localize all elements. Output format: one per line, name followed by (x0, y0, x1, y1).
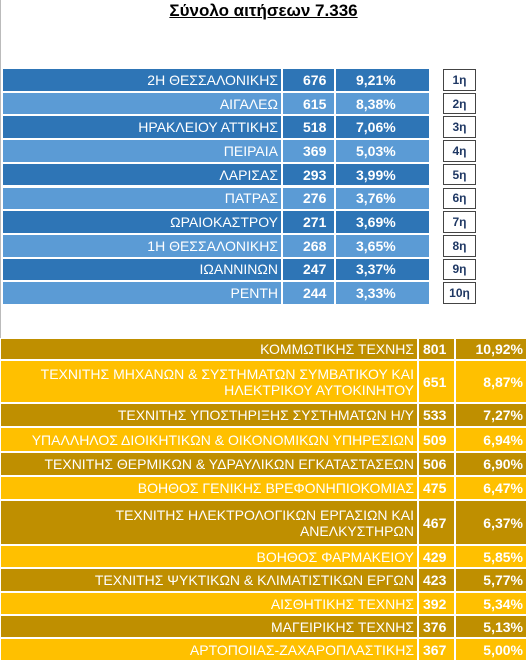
edge (0, 0, 1, 661)
count: 475 (418, 476, 455, 500)
rank: 3η (443, 116, 476, 139)
rank: 4η (443, 140, 476, 162)
percent: 8,38% (335, 91, 430, 116)
count: 429 (418, 545, 455, 568)
count: 367 (418, 638, 455, 661)
percent: 3,76% (335, 186, 430, 211)
percent: 6,47% (455, 476, 527, 500)
school-name: ΡΕΝΤΗ (2, 281, 282, 305)
percent: 3,37% (335, 257, 430, 282)
school-name: ΩΡΑΙΟΚΑΣΤΡΟΥ (2, 210, 282, 234)
percent: 5,34% (455, 592, 527, 615)
percent: 8,87% (455, 360, 527, 403)
school-name: ΙΩΑΝΝΙΝΩΝ (2, 257, 282, 282)
count: 276 (282, 186, 335, 211)
specialty-name: ΥΠΑΛΛΗΛΟΣ ΔΙΟΙΚΗΤΙΚΩΝ & ΟΙΚΟΝΟΜΙΚΩΝ ΥΠΗΡ… (0, 427, 418, 452)
count: 423 (418, 568, 455, 592)
rank: 9η (443, 258, 476, 281)
specialty-name: ΑΡΤΟΠΟΙΙΑΣ-ΖΑΧΑΡΟΠΛΑΣΤΙΚΗΣ (0, 638, 418, 661)
specialty-name: ΜΑΓΕΙΡΙΚΗΣ ΤΕΧΝΗΣ (0, 615, 418, 638)
school-name: ΑΙΓΑΛΕΩ (2, 91, 282, 116)
percent: 9,21% (335, 68, 430, 92)
rank: 8η (443, 234, 476, 257)
percent: 5,13% (455, 615, 527, 638)
count: 518 (282, 115, 335, 140)
specialty-name: ΒΟΗΘΟΣ ΓΕΝΙΚΗΣ ΒΡΕΦΟΝΗΠΙΟΚΟΜΙΑΣ (0, 476, 418, 500)
percent: 5,00% (455, 638, 527, 661)
specialty-name: ΤΕΧΝΙΤΗΣ ΨΥΚΤΙΚΩΝ & ΚΛΙΜΑΤΙΣΤΙΚΩΝ ΕΡΓΩΝ (0, 568, 418, 592)
percent: 6,90% (455, 452, 527, 476)
count: 268 (282, 233, 335, 258)
percent: 5,85% (455, 545, 527, 568)
rank: 6η (443, 187, 476, 210)
title: Σύνολο αιτήσεων 7.336 (169, 1, 358, 20)
percent: 7,06% (335, 115, 430, 140)
school-name: ΗΡΑΚΛΕΙΟΥ ΑΤΤΙΚΗΣ (2, 115, 282, 140)
percent: 3,99% (335, 162, 430, 187)
percent: 6,37% (455, 500, 527, 545)
percent: 7,27% (455, 403, 527, 427)
school-name: ΠΑΤΡΑΣ (2, 186, 282, 211)
percent: 3,33% (335, 281, 430, 305)
school-name: 1Η ΘΕΣΣΑΛΟΝΙΚΗΣ (2, 233, 282, 258)
specialty-name: ΑΙΣΘΗΤΙΚΗΣ ΤΕΧΝΗΣ (0, 592, 418, 615)
percent: 3,69% (335, 210, 430, 234)
count: 533 (418, 403, 455, 427)
rank: 1η (443, 69, 476, 91)
specialty-name: ΤΕΧΝΙΤΗΣ ΜΗΧΑΝΩΝ & ΣΥΣΤΗΜΑΤΩΝ ΣΥΜΒΑΤΙΚΟΥ… (0, 360, 418, 403)
rank: 7η (443, 211, 476, 233)
count: 801 (418, 338, 455, 360)
rank: 10η (443, 282, 476, 304)
percent: 3,65% (335, 233, 430, 258)
percent: 5,03% (335, 139, 430, 163)
count: 615 (282, 91, 335, 116)
specialty-name: ΤΕΧΝΙΤΗΣ ΘΕΡΜΙΚΩΝ & ΥΔΡΑΥΛΙΚΩΝ ΕΓΚΑΤΑΣΤΑ… (0, 452, 418, 476)
specialty-name: ΚΟΜΜΩΤΙΚΗΣ ΤΕΧΝΗΣ (0, 338, 418, 360)
percent: 6,94% (455, 427, 527, 452)
count: 651 (418, 360, 455, 403)
specialty-name: ΒΟΗΘΟΣ ΦΑΡΜΑΚΕΙΟΥ (0, 545, 418, 568)
school-name: ΛΑΡΙΣΑΣ (2, 162, 282, 187)
specialty-name: ΤΕΧΝΙΤΗΣ ΥΠΟΣΤΗΡΙΞΗΣ ΣΥΣΤΗΜΑΤΩΝ Η/Υ (0, 403, 418, 427)
percent: 10,92% (455, 338, 527, 360)
count: 506 (418, 452, 455, 476)
count: 369 (282, 139, 335, 163)
count: 247 (282, 257, 335, 282)
count: 509 (418, 427, 455, 452)
rank: 2η (443, 92, 476, 115)
specialty-name: ΤΕΧΝΙΤΗΣ ΗΛΕΚΤΡΟΛΟΓΙΚΩΝ ΕΡΓΑΣΙΩΝ ΚΑΙ ΑΝΕ… (0, 500, 418, 545)
percent: 5,77% (455, 568, 527, 592)
count: 244 (282, 281, 335, 305)
count: 376 (418, 615, 455, 638)
count: 271 (282, 210, 335, 234)
count: 293 (282, 162, 335, 187)
count: 392 (418, 592, 455, 615)
count: 467 (418, 500, 455, 545)
rank: 5η (443, 163, 476, 186)
school-name: 2Η ΘΕΣΣΑΛΟΝΙΚΗΣ (2, 68, 282, 92)
school-name: ΠΕΙΡΑΙΑ (2, 139, 282, 163)
count: 676 (282, 68, 335, 92)
